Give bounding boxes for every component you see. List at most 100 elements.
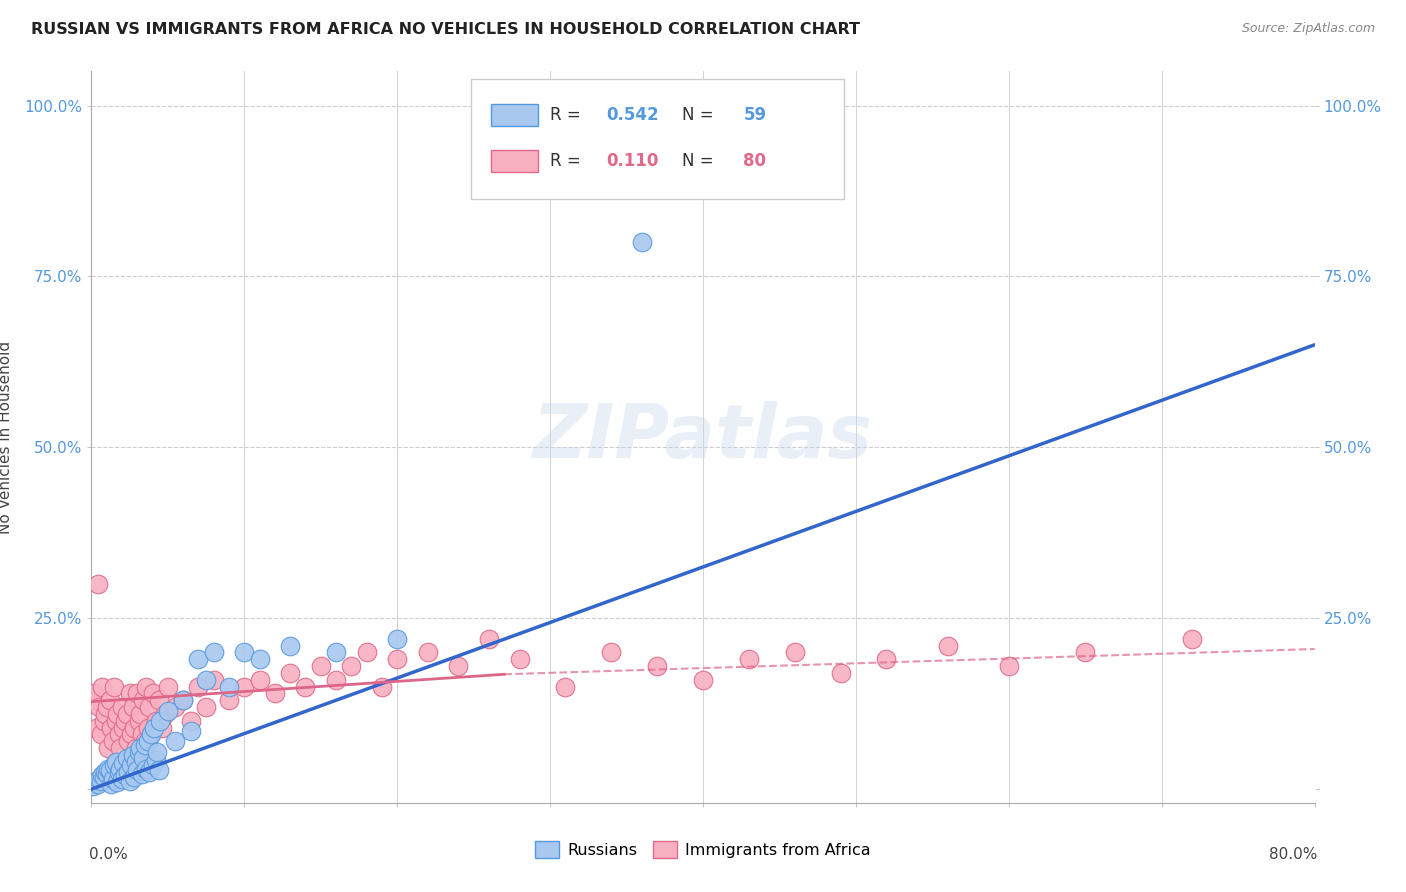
Legend: Russians, Immigrants from Africa: Russians, Immigrants from Africa (529, 835, 877, 864)
Point (120, 758, 142, 772)
Point (104, 755, 127, 769)
Point (645, 659, 668, 673)
Point (101, 734, 124, 748)
Point (135, 762, 157, 776)
Point (172, 693, 194, 707)
Point (115, 706, 138, 721)
Point (156, 680, 179, 694)
Point (138, 700, 160, 714)
Point (117, 734, 139, 748)
Point (340, 659, 363, 673)
Point (447, 659, 470, 673)
Point (136, 734, 159, 748)
Point (875, 652, 898, 666)
Point (129, 706, 152, 721)
Point (146, 745, 169, 759)
Point (118, 686, 141, 700)
Y-axis label: No Vehicles in Household: No Vehicles in Household (0, 341, 13, 533)
Point (998, 659, 1021, 673)
Point (134, 734, 156, 748)
Point (141, 686, 163, 700)
Point (98, 763, 121, 777)
Point (132, 693, 155, 707)
Point (86, 577, 108, 591)
Point (83, 686, 105, 700)
Point (145, 753, 167, 767)
Point (249, 652, 271, 666)
Point (94, 706, 117, 721)
Point (97, 762, 120, 776)
Point (90, 727, 112, 741)
Point (202, 673, 225, 687)
Point (122, 770, 145, 784)
Point (125, 741, 148, 756)
Point (936, 639, 959, 653)
Point (100, 777, 122, 791)
Point (509, 652, 531, 666)
Point (112, 756, 135, 771)
Point (148, 763, 170, 777)
Point (325, 645, 347, 659)
Point (149, 714, 172, 728)
Point (202, 645, 225, 659)
Point (111, 700, 134, 714)
Point (114, 714, 136, 728)
Point (108, 765, 131, 780)
Point (738, 652, 761, 666)
Point (131, 767, 153, 781)
Point (87, 772, 110, 786)
Point (93, 714, 115, 728)
Point (91, 680, 114, 694)
Point (118, 773, 141, 788)
Point (117, 765, 139, 780)
Point (278, 665, 301, 680)
Point (218, 680, 240, 694)
Point (139, 727, 162, 741)
Point (131, 727, 153, 741)
Point (101, 772, 124, 786)
Point (127, 763, 149, 777)
Point (132, 751, 155, 765)
Point (385, 652, 409, 666)
Point (82, 693, 104, 707)
Point (218, 693, 240, 707)
Point (90, 773, 112, 788)
Point (125, 755, 148, 769)
Point (1074, 645, 1097, 659)
Point (294, 680, 316, 694)
Point (105, 706, 128, 721)
Point (84, 721, 107, 735)
Point (195, 673, 218, 687)
Point (86, 777, 108, 791)
Point (153, 706, 176, 721)
Point (385, 632, 409, 646)
Point (278, 639, 301, 653)
Point (110, 741, 132, 756)
Point (600, 645, 623, 659)
Point (93, 770, 115, 784)
Point (371, 680, 394, 694)
Point (96, 700, 118, 714)
Point (111, 772, 134, 786)
Point (165, 734, 187, 748)
Point (104, 714, 127, 728)
Point (91, 768, 114, 782)
Point (127, 686, 149, 700)
Point (478, 632, 501, 646)
Text: R =: R = (550, 152, 586, 169)
Point (631, 235, 654, 250)
Point (156, 704, 179, 718)
Point (783, 645, 806, 659)
Point (103, 680, 125, 694)
Point (356, 645, 378, 659)
Point (554, 680, 576, 694)
Point (122, 721, 145, 735)
Point (150, 721, 173, 735)
Text: 59: 59 (744, 105, 766, 123)
Point (121, 700, 143, 714)
Point (128, 714, 150, 728)
Point (128, 745, 150, 759)
Text: 0.0%: 0.0% (89, 847, 128, 862)
Point (105, 775, 128, 789)
Point (110, 762, 132, 776)
